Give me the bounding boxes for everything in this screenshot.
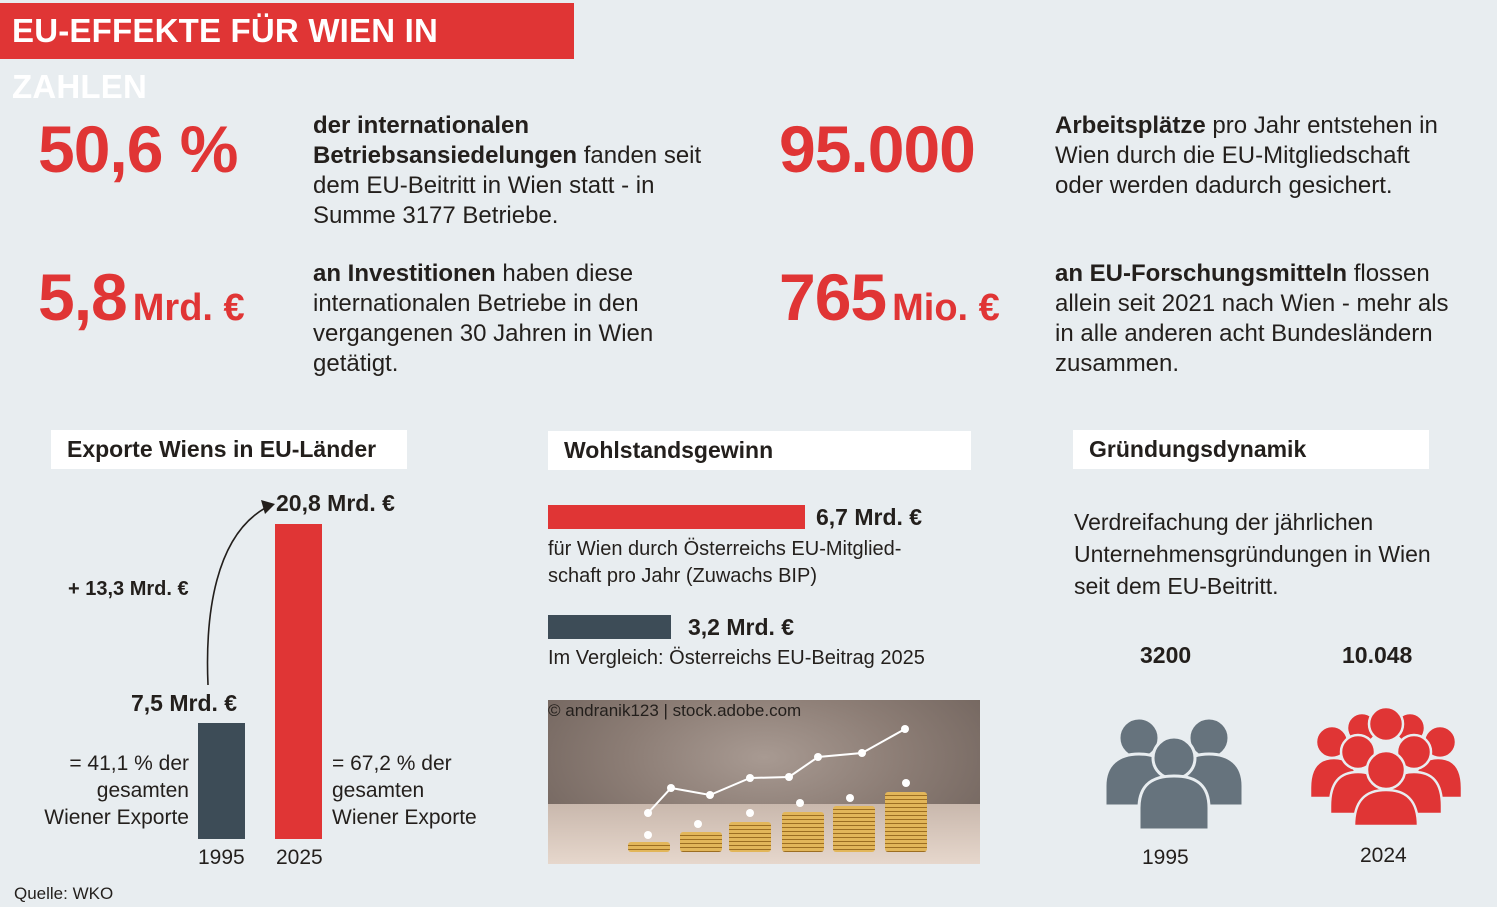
desc-line: Unternehmensgründungen in Wien	[1074, 541, 1431, 567]
bar-eu-beitrag-value-label: 3,2 Mrd. €	[688, 614, 795, 640]
bar-bip-value-label: 6,7 Mrd. €	[816, 504, 923, 530]
bar-bip-zuwachs	[548, 505, 805, 529]
note-line: gesamten	[96, 779, 189, 802]
stat-number: 95.000	[779, 112, 976, 186]
bar-1995-note: = 41,1 % der gesamten Wiener Exporte	[20, 750, 189, 831]
coin-stack-icon	[782, 812, 824, 852]
desc-line: für Wien durch Österreichs EU-Mitglied-	[548, 538, 902, 560]
bar-2025-year: 2025	[276, 846, 323, 869]
increase-label: + 13,3 Mrd. €	[68, 578, 189, 600]
bar-2025	[275, 524, 322, 839]
gruendung-2024-value: 10.048	[1342, 642, 1413, 668]
stat-text-forschungsmittel: an EU-Forschungsmitteln flossen allein s…	[1055, 259, 1455, 379]
stat-body-text: pro Jahr entstehen in Wien durch die EU-…	[1055, 112, 1438, 199]
stat-bold-text: der internationalen Betriebsansiedelunge…	[313, 112, 578, 169]
exports-title: Exporte Wiens in EU-Länder	[51, 430, 407, 469]
stat-text-arbeitsplaetze: Arbeitsplätze pro Jahr entstehen in Wien…	[1055, 111, 1445, 201]
stat-bold-text: an EU-Forschungsmitteln	[1055, 260, 1348, 287]
coin-stack-icon	[729, 822, 771, 852]
note-line: gesamten	[332, 779, 425, 802]
growth-line-icon	[644, 725, 910, 839]
coin-stack-icon	[628, 842, 670, 852]
coin-stack-icon	[680, 832, 722, 852]
bar-2025-note: = 67,2 % der gesamten Wiener Exporte	[332, 750, 512, 831]
gruendung-description: Verdreifachung der jährlichen Unternehme…	[1074, 506, 1431, 602]
coin-stack-icon	[833, 806, 875, 852]
increase-arrow-icon	[206, 500, 275, 686]
desc-line: Verdreifachung der jährlichen	[1074, 509, 1374, 535]
stat-number: 5,8	[38, 260, 128, 334]
gruendung-1995-value: 3200	[1140, 642, 1192, 668]
note-line: Wiener Exporte	[332, 806, 477, 829]
stat-number: 50,6 %	[38, 112, 238, 186]
bar-bip-description: für Wien durch Österreichs EU-Mitglied- …	[548, 536, 901, 590]
photo-credit: © andranik123 | stock.adobe.com	[548, 701, 802, 720]
gruendung-2024-year: 2024	[1360, 844, 1407, 867]
source-label: Quelle: WKO	[14, 884, 114, 903]
stat-value-arbeitsplaetze: 95.000	[779, 116, 976, 182]
stat-body-text: fanden seit dem EU-Beitritt in Wien stat…	[313, 142, 702, 229]
stat-bold-text: Arbeitsplätze	[1055, 112, 1206, 139]
bar-1995-year: 1995	[198, 846, 245, 869]
note-line: = 67,2 % der	[332, 752, 452, 775]
gruendung-1995-year: 1995	[1142, 846, 1189, 869]
coins-growth-photo: © andranik123 | stock.adobe.com	[548, 700, 980, 864]
bar-eu-beitrag-description: Im Vergleich: Österreichs EU-Beitrag 202…	[548, 647, 925, 669]
desc-line: schaft pro Jahr (Zuwachs BIP)	[548, 565, 817, 587]
desc-line: seit dem EU-Beitritt.	[1074, 573, 1279, 599]
note-line: = 41,1 % der	[69, 752, 189, 775]
stat-text-investitionen: an Investitionen haben diese internation…	[313, 259, 703, 379]
gruendung-title: Gründungsdynamik	[1073, 430, 1429, 469]
stat-body-text: haben diese internationalen Betriebe in …	[313, 260, 654, 377]
stat-bold-text: an Investitionen	[313, 260, 496, 287]
bar-eu-beitrag	[548, 615, 671, 639]
note-line: Wiener Exporte	[44, 806, 189, 829]
stat-number: 765	[779, 260, 887, 334]
bar-1995	[198, 723, 245, 839]
stat-unit: Mio. €	[892, 287, 1000, 329]
stat-unit: Mrd. €	[132, 287, 245, 329]
stat-value-betriebsansiedelungen: 50,6 %	[38, 116, 238, 182]
stat-text-betriebsansiedelungen: der internationalen Betriebsansiedelunge…	[313, 111, 713, 231]
stat-value-forschungsmittel: 765 Mio. €	[779, 264, 1000, 330]
wohlstand-title: Wohlstandsgewinn	[548, 431, 971, 470]
page-title: EU-EFFEKTE FÜR WIEN IN ZAHLEN	[0, 3, 574, 105]
people-group-small-icon	[1105, 716, 1243, 830]
bar-1995-value-label: 7,5 Mrd. €	[131, 690, 238, 716]
people-group-large-icon	[1310, 706, 1462, 826]
stat-body-text: flossen allein seit 2021 nach Wien - meh…	[1055, 260, 1449, 377]
stat-value-investitionen: 5,8 Mrd. €	[38, 264, 245, 330]
bar-2025-value-label: 20,8 Mrd. €	[276, 490, 395, 516]
coin-stack-icon	[885, 792, 927, 852]
